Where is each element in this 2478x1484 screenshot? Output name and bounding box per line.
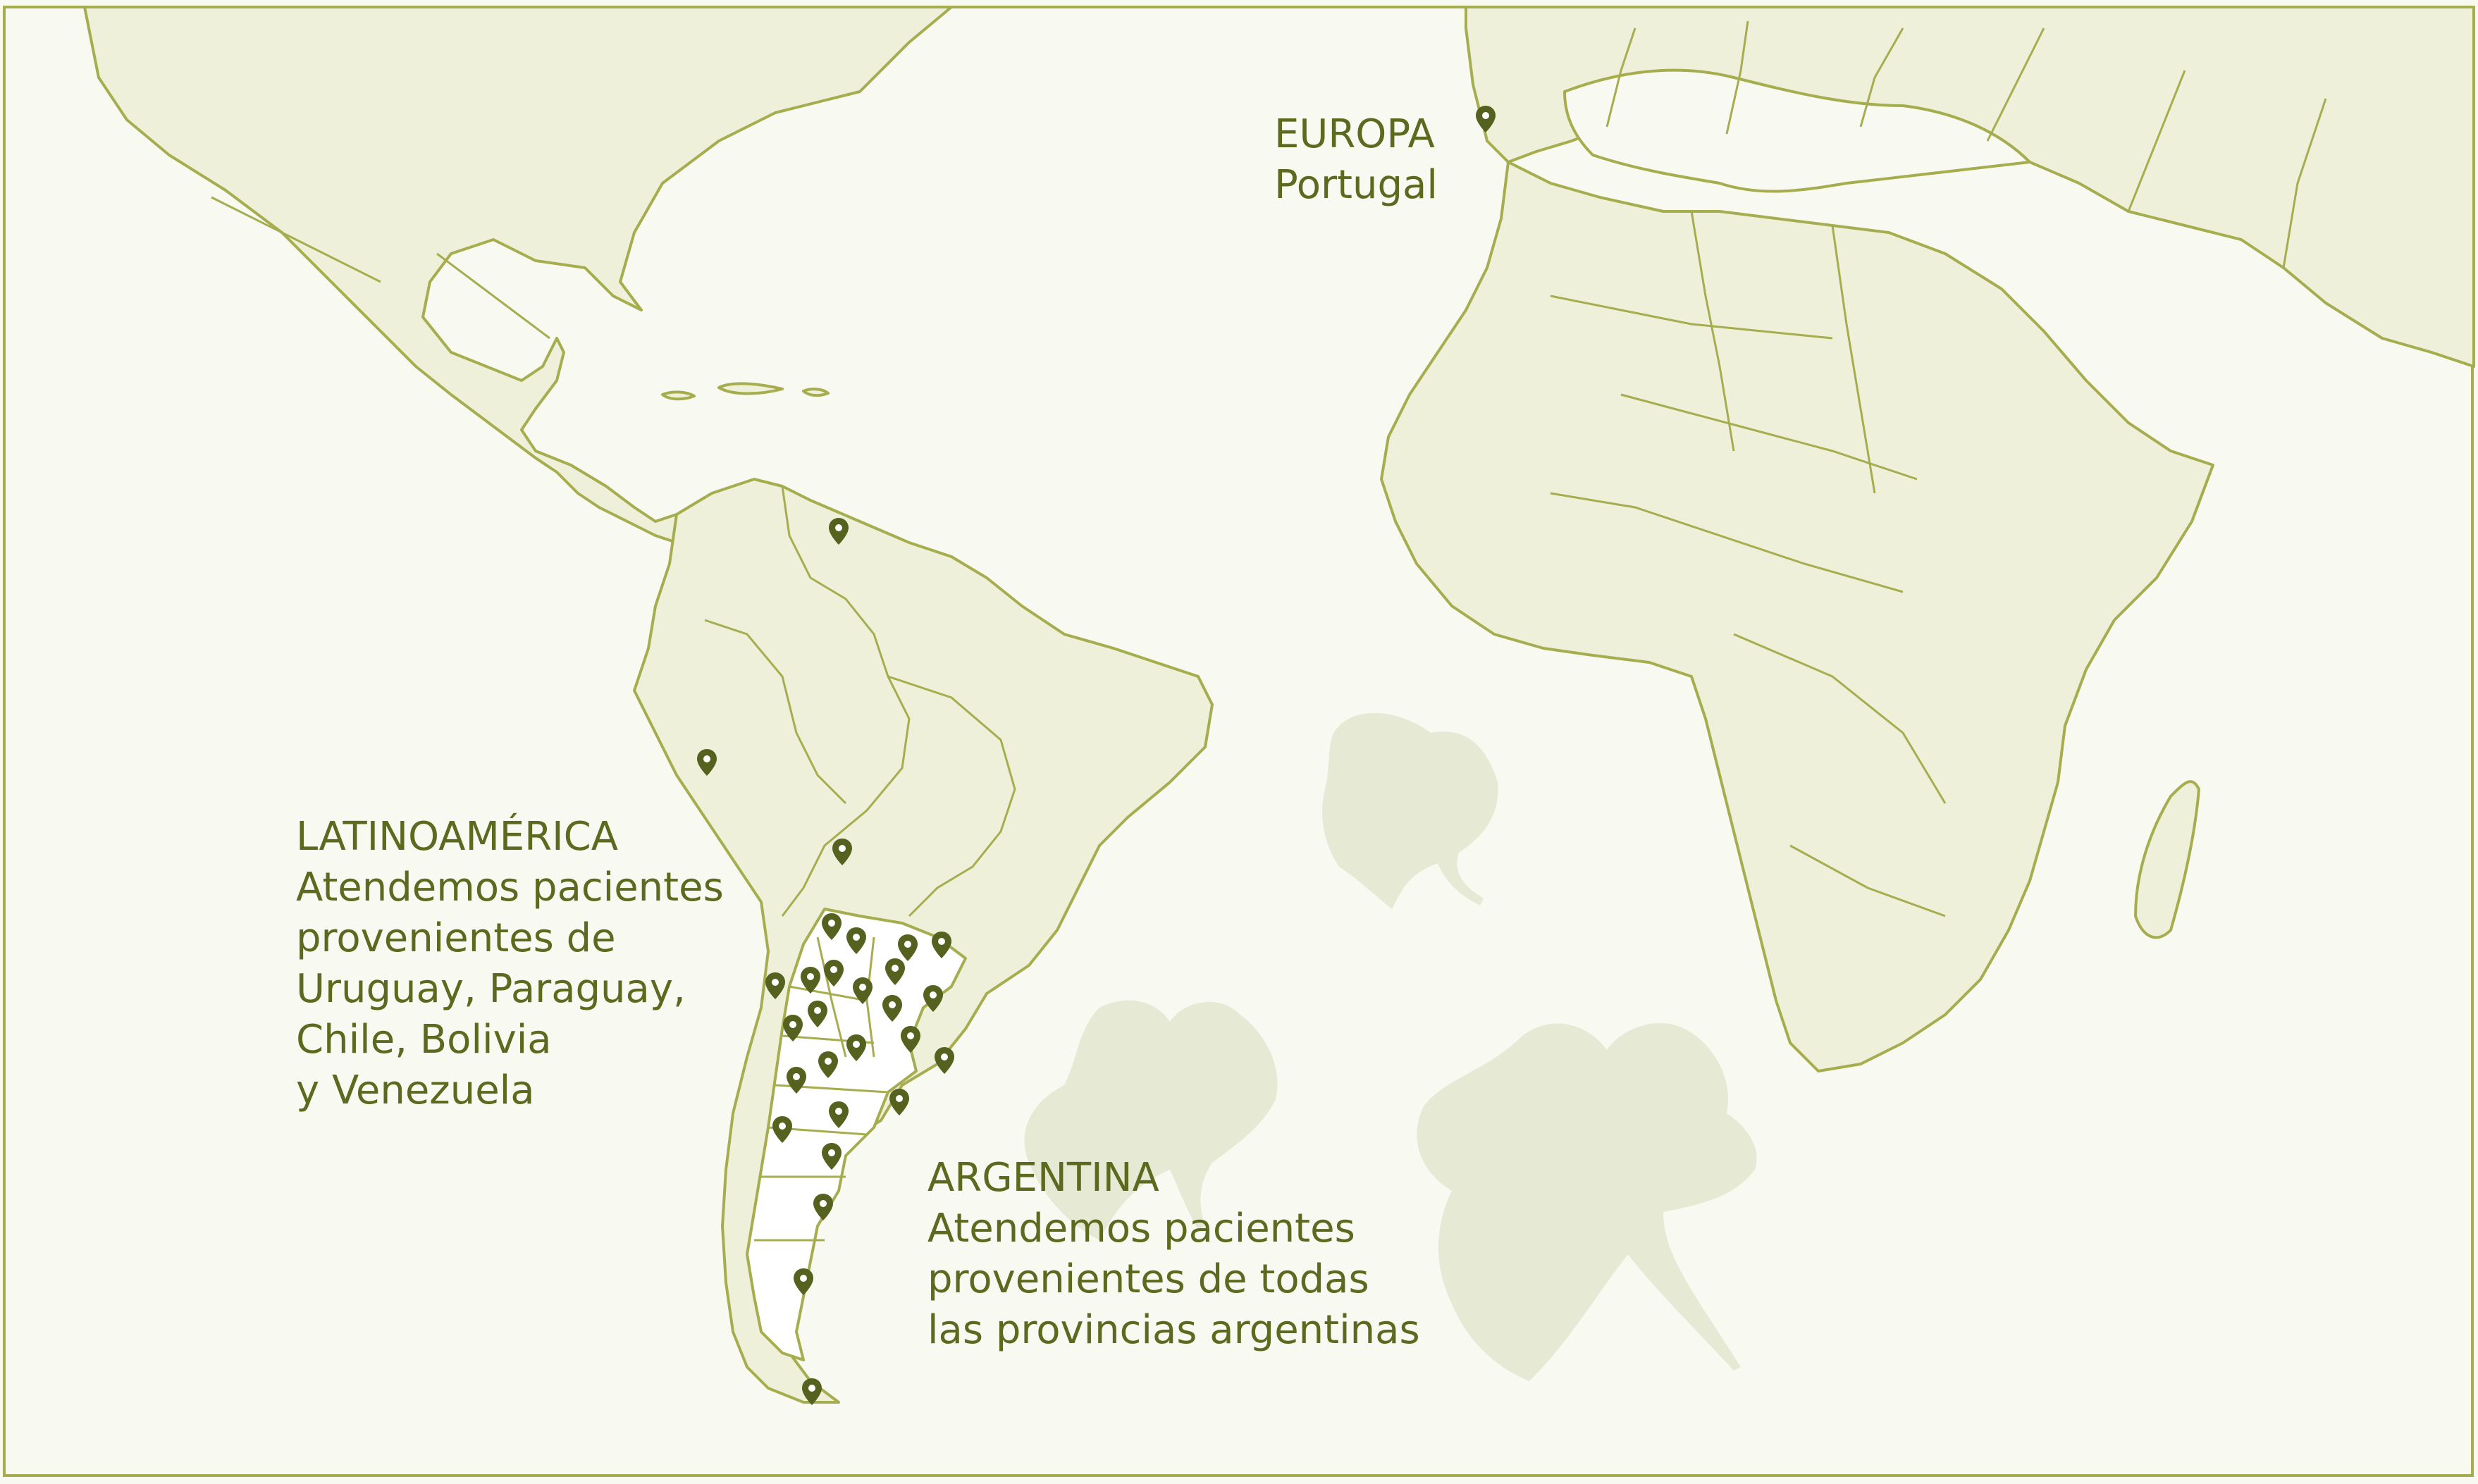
border-line [1550,211,1947,917]
map-pin-dot [772,979,779,986]
map-pin-dot [941,1053,948,1061]
map-pin-dot [859,984,866,991]
argentina-label: ARGENTINA Atendemos pacientes provenient… [927,1153,1420,1356]
border-line [887,675,1016,917]
map-pin-dot [889,1001,896,1008]
map-pin-dot [825,1058,832,1065]
border-line [816,936,875,1058]
ginkgo-leaf-icon [1417,1022,1757,1381]
map-pin-dot [807,973,814,980]
map-pin-dot [820,1200,827,1207]
madagascar [2134,780,2200,939]
map-pin-dot [904,941,911,948]
argentina-line: Atendemos pacientes [927,1206,1355,1251]
caribbean-island [717,382,784,395]
map-pin-dot [835,1108,842,1115]
africa [1380,161,2214,1072]
border-line [781,486,911,917]
caribbean-island [802,388,830,397]
ginkgo-leaf-icon [1322,712,1498,909]
border-line [211,196,550,340]
map-pin-dot [1482,112,1489,119]
map-pin-dot [779,1123,786,1130]
map-pin-dot [808,1385,815,1392]
latam-line: Atendemos pacientes [296,865,724,910]
map-pin-dot [853,1041,860,1048]
map-pin-dot [938,938,945,945]
map-pin-dot [789,1021,796,1028]
map-pin-dot [828,920,835,927]
latam-label: LATINOAMÉRICA Atendemos pacientes proven… [296,812,724,1116]
europe-title: EUROPA [1274,111,1435,157]
map-pin-dot [839,845,846,852]
map-pin-dot [828,1149,835,1156]
border-line [1605,20,2327,268]
caribbean-island [661,390,696,401]
argentina-line: provenientes de todas [927,1256,1369,1302]
map-pin-dot [896,1095,903,1102]
map-pins [697,106,1496,1405]
map-pin-dot [814,1007,821,1014]
border-line [754,985,889,1242]
argentina-line: las provincias argentinas [927,1307,1420,1353]
argentina-title: ARGENTINA [927,1155,1159,1201]
latam-line: Uruguay, Paraguay, [296,966,686,1012]
ginkgo-leaf-icon [1024,1000,1278,1240]
map-pin-dot [830,966,837,973]
map-frame [3,6,2474,1477]
map-pin-dot [800,1275,807,1282]
map-pin-dot [907,1032,914,1039]
map-pin-dot [835,524,842,531]
map-pin-dot [853,934,860,941]
latam-line: provenientes de [296,915,616,961]
latam-title: LATINOAMÉRICA [296,814,618,860]
border-line [704,619,847,805]
latam-line: y Venezuela [296,1068,535,1113]
map-borders [211,20,2327,1242]
europe-line: Portugal [1274,162,1438,208]
map-pin-dot [703,755,710,762]
europe-label: EUROPA Portugal [1274,109,1438,211]
map-pin-dot [793,1073,800,1080]
map-pin-dot [892,965,899,972]
map-pin-dot [930,991,937,998]
decorative-leaves [1024,712,1757,1381]
latam-line: Chile, Bolivia [296,1017,552,1063]
north-america [83,6,953,551]
